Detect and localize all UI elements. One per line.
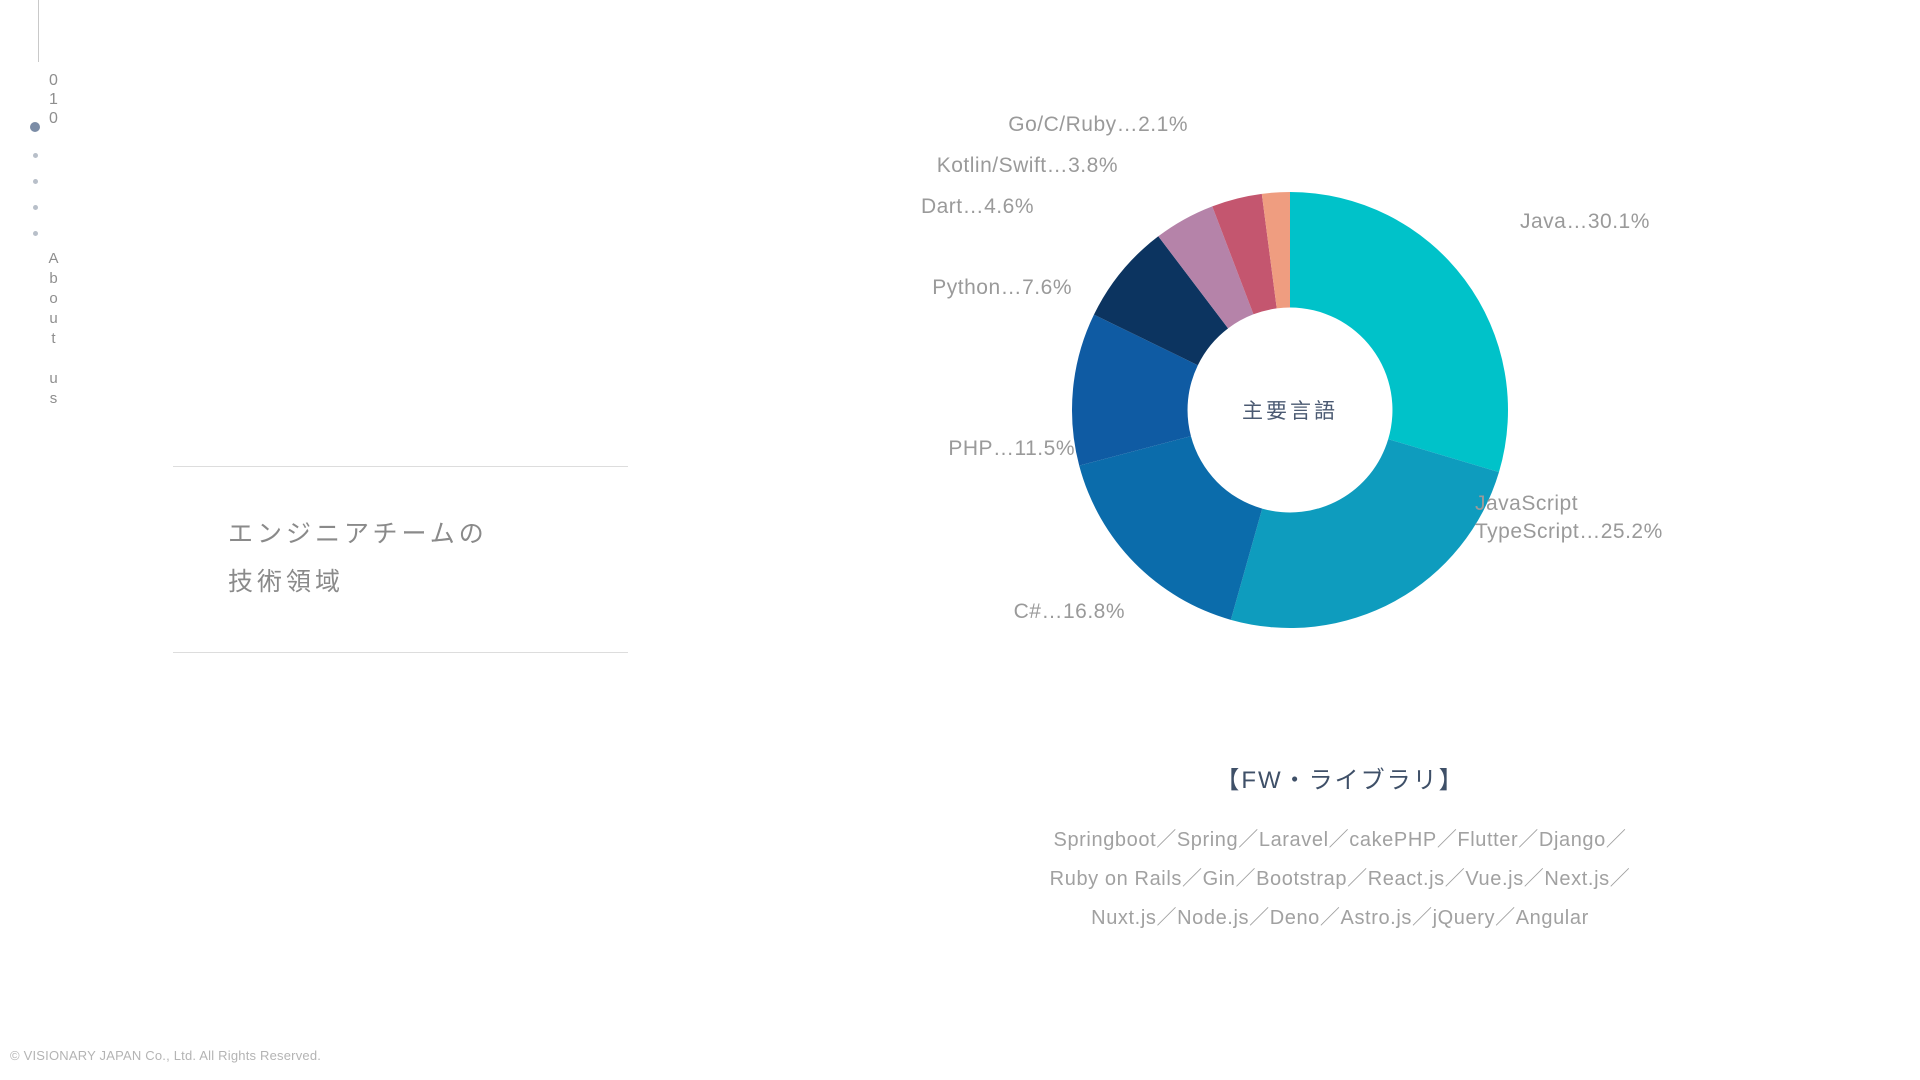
page-title: エンジニアチームの 技術領域 [173,467,628,652]
donut-slice-go-c-ruby[interactable] [1261,192,1290,309]
pagination-dot-1[interactable] [30,122,40,132]
donut-slice-kotlin-swift[interactable] [1212,193,1277,315]
donut-slice-php[interactable] [1072,314,1198,466]
sidebar-section-label: About us [45,250,62,410]
page-title-line-2: 技術領域 [228,567,345,596]
donut-slice-javascript-typescript[interactable] [1230,439,1499,628]
slice-label-javascript-line2: TypeScript…25.2% [1475,520,1663,544]
slice-label-python: Python…7.6% [932,276,1072,299]
sidebar-pagination-dots[interactable] [30,122,40,236]
donut-slice-java[interactable] [1290,192,1508,473]
donut-slice-dart[interactable] [1158,206,1254,329]
slice-label-csharp: C#…16.8% [1013,600,1125,623]
section-title-block: エンジニアチームの 技術領域 [173,466,628,653]
slice-label-go-c-ruby: Go/C/Ruby…2.1% [1008,113,1188,136]
slice-label-java: Java…30.1% [1520,210,1650,233]
framework-library-heading: 【FW・ライブラリ】 [1215,767,1465,794]
slice-label-kotlin-swift: Kotlin/Swift…3.8% [936,154,1118,177]
framework-library-line-2: Ruby on Rails／Gin／Bootstrap／React.js／Vue… [1049,868,1631,890]
slice-label-dart: Dart…4.6% [920,195,1034,218]
donut-slice-c[interactable] [1079,436,1263,620]
framework-library-block: 【FW・ライブラリ】 Springboot／Spring／Laravel／cak… [820,760,1860,938]
sidebar: 010 About us [0,0,90,1080]
pagination-dot-2[interactable] [32,153,38,158]
framework-library-line-1: Springboot／Spring／Laravel／cakePHP／Flutte… [1053,829,1627,851]
pagination-dot-3[interactable] [32,179,38,184]
framework-library-line-3: Nuxt.js／Node.js／Deno／Astro.js／jQuery／Ang… [1091,907,1589,929]
slice-label-javascript-typescript: JavaScript TypeScript…25.2% [1475,490,1663,547]
title-rule-bottom [173,652,628,653]
slice-label-php: PHP…11.5% [948,437,1075,460]
slice-label-javascript-line1: JavaScript [1475,492,1579,515]
sidebar-slide-index: 010 [45,72,62,129]
title-rule-top [173,466,628,467]
donut-chart-svg [1072,192,1508,628]
donut-chart: 主要言語 [1065,185,1515,635]
donut-slice-python[interactable] [1093,236,1229,366]
donut-chart-area: 主要言語 Java…30.1% JavaScript TypeScript…25… [820,100,1860,680]
sidebar-vertical-rule [38,0,39,62]
pagination-dot-5[interactable] [32,231,38,236]
pagination-dot-4[interactable] [32,205,38,210]
copyright-footer: © VISIONARY JAPAN Co., Ltd. All Rights R… [10,1048,322,1063]
page-title-line-1: エンジニアチームの [228,520,488,548]
